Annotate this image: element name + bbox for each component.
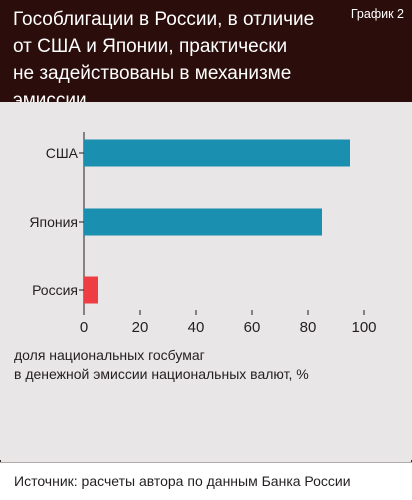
y-tick-label: Япония	[29, 214, 78, 230]
chart-number-label: График 2	[350, 7, 404, 21]
header-banner: Гособлигации в России, в отличие от США …	[0, 0, 412, 111]
x-tick-label: 80	[300, 319, 317, 336]
x-axis-label-line: в денежной эмиссии национальных валют, %	[14, 366, 309, 382]
chart-title-line: от США и Японии, практически	[13, 36, 288, 57]
bar-1	[84, 139, 350, 167]
x-tick-label: 100	[351, 319, 376, 336]
source-note: Источник: расчеты автора по данным Банка…	[14, 473, 351, 489]
chart-title: Гособлигации в России, в отличие от США …	[13, 6, 358, 114]
x-tick-label: 40	[188, 319, 205, 336]
footer: Источник: расчеты автора по данным Банка…	[0, 462, 412, 500]
x-axis-label: доля национальных госбумаг в денежной эм…	[14, 346, 394, 384]
y-tick-label: США	[46, 145, 79, 161]
y-tick-label: Россия	[32, 282, 78, 298]
x-tick-label: 60	[244, 319, 261, 336]
x-axis-label-line: доля национальных госбумаг	[14, 347, 205, 363]
bar-2	[84, 208, 322, 236]
bar-3	[84, 276, 98, 304]
x-tick-label: 0	[80, 319, 88, 336]
x-tick-label: 20	[132, 319, 149, 336]
chart-title-line: Гособлигации в России, в отличие	[13, 9, 315, 30]
bar-chart: США Япония Россия 0 20 40 60 80 100	[29, 132, 377, 336]
